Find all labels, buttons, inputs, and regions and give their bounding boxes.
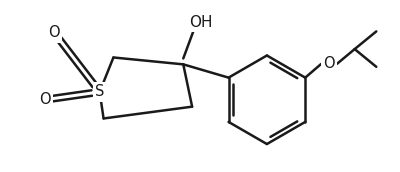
Text: OH: OH [189, 15, 213, 30]
Text: S: S [95, 84, 104, 99]
Text: O: O [39, 92, 50, 107]
Text: O: O [323, 56, 335, 71]
Text: O: O [48, 25, 60, 40]
